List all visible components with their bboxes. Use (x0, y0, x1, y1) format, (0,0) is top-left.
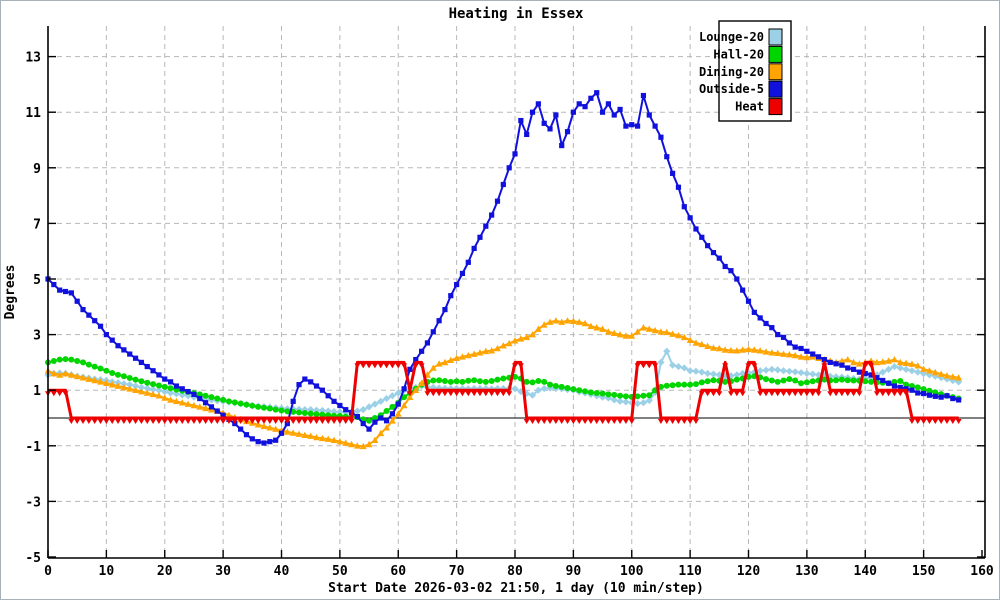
series (44, 90, 963, 450)
y-tick-label: -1 (25, 440, 41, 455)
chart-title: Heating in Essex (449, 6, 584, 22)
x-tick-label: 160 (970, 564, 994, 579)
x-tick-label: 10 (99, 564, 115, 579)
x-tick-label: 90 (566, 564, 582, 579)
x-tick-label: 80 (507, 564, 523, 579)
legend-swatch-heat (768, 98, 783, 116)
x-axis-label: Start Date 2026-03-02 21:50, 1 day (10 m… (328, 581, 704, 596)
y-tick-label: 5 (33, 273, 41, 288)
x-tick-label: 140 (854, 564, 878, 579)
x-tick-label: 150 (912, 564, 936, 579)
grid (48, 26, 985, 558)
y-tick-label: 9 (33, 162, 41, 177)
series-dining-20 (44, 317, 963, 450)
legend-swatch-hall-20 (768, 45, 783, 63)
legend-swatch-lounge-20 (768, 28, 783, 46)
legend-label-heat: Heat (735, 100, 764, 114)
x-tick-label: 40 (274, 564, 290, 579)
legend-label-dining-20: Dining-20 (699, 65, 764, 79)
y-tick-label: -3 (25, 495, 41, 510)
legend: Lounge-20 Hall-20 Dining-20 Outside-5 Heat (699, 20, 792, 122)
y-tick-label: 1 (33, 384, 41, 399)
x-tick-label: 30 (215, 564, 231, 579)
series-heat (45, 360, 962, 424)
legend-label-outside-5: Outside-5 (699, 82, 764, 96)
y-axis-label: Degrees (3, 265, 18, 320)
x-tick-label: 110 (678, 564, 702, 579)
y-tick-label: 11 (25, 106, 41, 121)
tick-labels: 0 10 20 30 40 50 60 70 80 90 100 110 120 130 140 150 160… (25, 51, 994, 579)
x-tick-label: 120 (737, 564, 761, 579)
y-tick-label: 13 (25, 51, 41, 66)
x-tick-label: 70 (449, 564, 465, 579)
legend-swatch-dining-20 (768, 63, 783, 81)
x-tick-label: 50 (332, 564, 348, 579)
y-tick-label: 3 (33, 329, 41, 344)
legend-label-lounge-20: Lounge-20 (699, 30, 764, 44)
x-tick-label: 60 (390, 564, 406, 579)
x-tick-label: 0 (44, 564, 52, 579)
axes (47, 26, 986, 559)
legend-swatch-outside-5 (768, 80, 783, 98)
x-tick-label: 20 (157, 564, 173, 579)
legend-label-hall-20: Hall-20 (713, 47, 764, 61)
x-tick-label: 130 (795, 564, 819, 579)
y-tick-label: -5 (25, 551, 41, 566)
x-tick-label: 100 (620, 564, 644, 579)
y-tick-label: 7 (33, 217, 41, 232)
